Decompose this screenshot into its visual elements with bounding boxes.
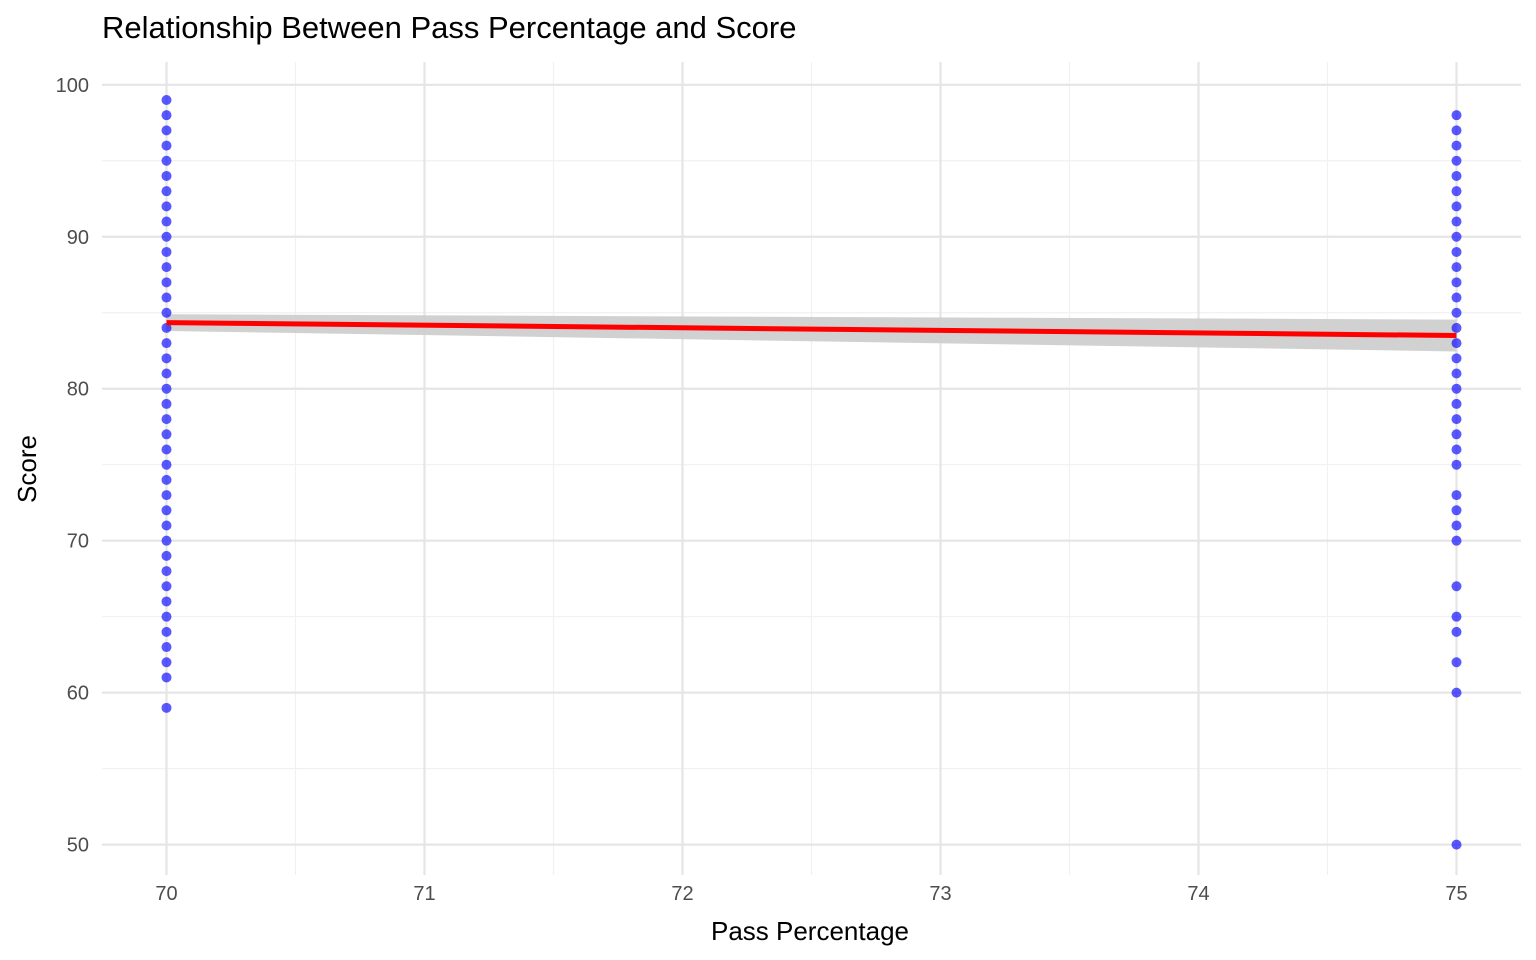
data-point — [161, 140, 172, 151]
y-tick-label: 80 — [67, 379, 89, 401]
data-point — [1451, 231, 1462, 242]
data-point — [161, 596, 172, 607]
y-tick-label: 50 — [67, 835, 89, 857]
data-point — [161, 505, 172, 516]
data-point — [161, 535, 172, 546]
data-point — [1451, 368, 1462, 379]
x-axis-title: Pass Percentage — [711, 916, 909, 946]
data-point — [1451, 839, 1462, 850]
data-point — [161, 186, 172, 197]
data-point — [1451, 429, 1462, 440]
data-point — [161, 672, 172, 683]
data-point — [161, 216, 172, 227]
data-point — [161, 444, 172, 455]
data-point — [1451, 322, 1462, 333]
x-tick-label: 70 — [155, 883, 177, 905]
data-point — [1451, 201, 1462, 212]
data-point — [161, 383, 172, 394]
data-point — [161, 338, 172, 349]
data-point — [161, 262, 172, 273]
data-point — [161, 429, 172, 440]
data-point — [1451, 414, 1462, 425]
data-point — [161, 201, 172, 212]
data-point — [1451, 307, 1462, 318]
data-point — [161, 566, 172, 577]
data-point — [1451, 535, 1462, 546]
y-tick-label: 100 — [56, 75, 89, 97]
x-tick-label: 72 — [671, 883, 693, 905]
data-point — [1451, 687, 1462, 698]
data-point — [1451, 246, 1462, 257]
data-point — [1451, 383, 1462, 394]
data-point — [1451, 611, 1462, 622]
y-axis-tick-labels: 50 60 70 80 90 100 — [56, 75, 89, 857]
x-tick-label: 71 — [413, 883, 435, 905]
data-point — [1451, 459, 1462, 470]
data-point — [1451, 262, 1462, 273]
data-point — [161, 474, 172, 485]
data-point — [161, 110, 172, 121]
data-point — [161, 657, 172, 668]
data-point — [1451, 398, 1462, 409]
data-point — [1451, 186, 1462, 197]
data-point — [161, 94, 172, 105]
data-point — [1451, 140, 1462, 151]
x-tick-label: 74 — [1187, 883, 1209, 905]
trend-line-layer — [166, 320, 1457, 339]
data-point — [1451, 292, 1462, 303]
data-point — [1451, 581, 1462, 592]
data-point — [161, 398, 172, 409]
x-tick-label: 73 — [929, 883, 951, 905]
data-point — [161, 459, 172, 470]
data-point — [161, 125, 172, 136]
data-point — [161, 368, 172, 379]
data-point — [161, 490, 172, 501]
data-point — [1451, 657, 1462, 668]
data-point — [1451, 490, 1462, 501]
data-point — [1451, 626, 1462, 637]
data-point — [161, 520, 172, 531]
data-point — [1451, 125, 1462, 136]
data-point — [161, 611, 172, 622]
data-point — [1451, 170, 1462, 181]
data-points — [161, 94, 1462, 850]
data-point — [161, 626, 172, 637]
y-tick-label: 60 — [67, 683, 89, 705]
data-point — [1451, 338, 1462, 349]
data-point — [161, 292, 172, 303]
data-point — [161, 322, 172, 333]
data-point — [161, 246, 172, 257]
y-axis-title: Score — [12, 435, 42, 503]
y-tick-label: 90 — [67, 227, 89, 249]
data-point — [161, 581, 172, 592]
data-point — [161, 353, 172, 364]
data-point — [1451, 505, 1462, 516]
major-gridlines — [102, 62, 1521, 875]
data-point — [161, 307, 172, 318]
data-point — [1451, 520, 1462, 531]
data-point — [161, 702, 172, 713]
x-axis-tick-labels: 70 71 72 73 74 75 — [155, 883, 1467, 905]
trend-line — [166, 320, 1457, 339]
data-point — [161, 414, 172, 425]
data-point — [161, 277, 172, 288]
y-tick-label: 70 — [67, 531, 89, 553]
data-point — [1451, 353, 1462, 364]
x-tick-label: 75 — [1445, 883, 1467, 905]
minor-gridlines — [102, 62, 1521, 875]
data-point — [161, 550, 172, 561]
data-point — [161, 155, 172, 166]
data-point — [1451, 277, 1462, 288]
data-point — [1451, 216, 1462, 227]
data-point — [161, 231, 172, 242]
data-point — [1451, 110, 1462, 121]
chart-title: Relationship Between Pass Percentage and… — [102, 10, 797, 45]
data-point — [1451, 444, 1462, 455]
data-point — [161, 642, 172, 653]
data-point — [161, 170, 172, 181]
data-point — [1451, 155, 1462, 166]
